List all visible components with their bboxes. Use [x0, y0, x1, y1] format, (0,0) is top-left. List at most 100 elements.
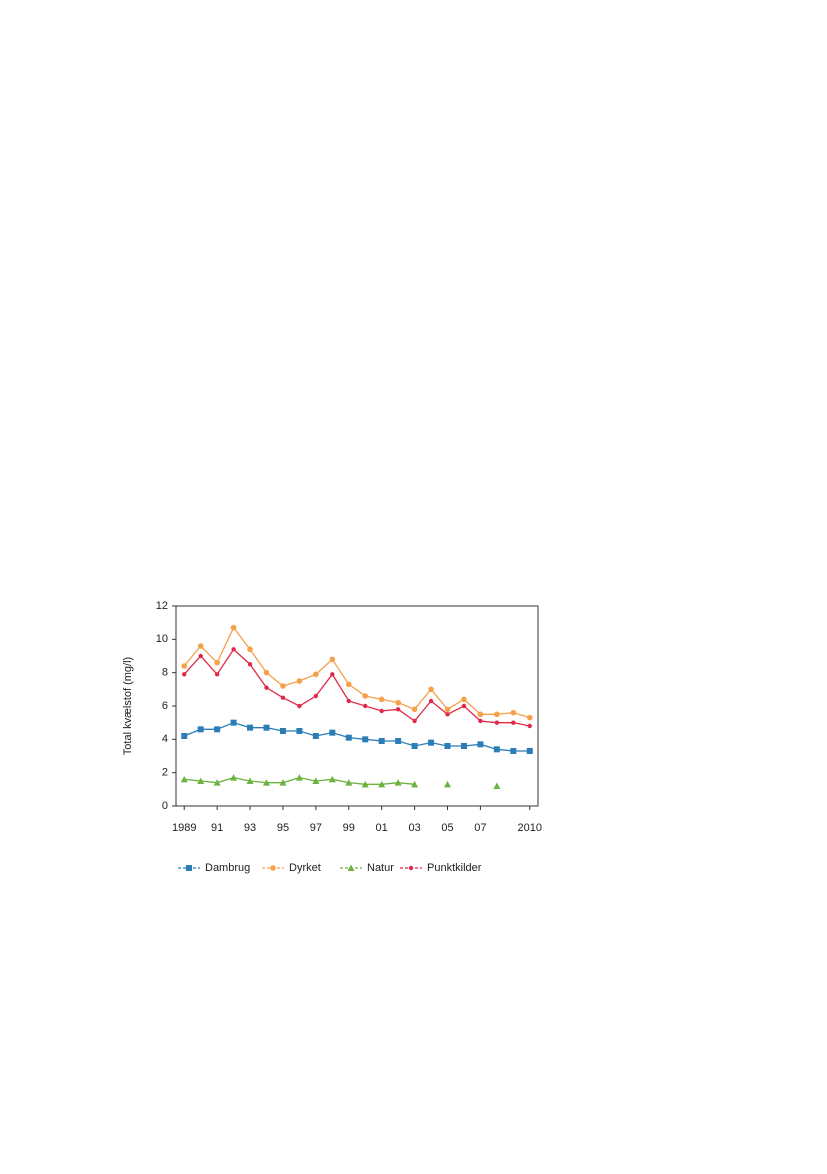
legend-label: Natur — [367, 862, 394, 874]
data-point — [428, 739, 435, 746]
data-point — [493, 782, 501, 789]
data-point — [477, 711, 484, 718]
data-point — [428, 686, 434, 693]
data-point — [428, 698, 434, 704]
legend-marker — [270, 865, 276, 871]
series-line — [183, 626, 530, 719]
data-point — [230, 719, 237, 726]
data-point — [345, 734, 352, 741]
data-point — [461, 703, 467, 709]
data-point — [214, 659, 220, 666]
data-point — [263, 669, 270, 676]
data-point — [279, 779, 287, 786]
data-point — [362, 736, 369, 743]
x-tick-label: 95 — [277, 822, 289, 834]
data-point — [526, 748, 533, 754]
legend-label: Punktkilder — [427, 862, 482, 874]
data-point — [279, 728, 286, 734]
data-point — [345, 681, 352, 688]
data-point — [329, 656, 336, 663]
data-point — [378, 738, 385, 744]
data-point — [329, 729, 336, 736]
x-tick-label: 99 — [343, 822, 355, 834]
data-point — [247, 646, 253, 653]
data-point — [247, 662, 253, 667]
data-point — [263, 779, 270, 786]
data-point — [363, 703, 368, 709]
series-line — [183, 721, 530, 752]
data-point — [296, 728, 303, 734]
y-tick-label: 12 — [156, 600, 168, 612]
y-axis-label: Total kvælstof (mg/l) — [122, 657, 134, 755]
data-point — [213, 779, 221, 786]
data-point — [263, 724, 270, 731]
data-point — [395, 738, 402, 744]
x-tick-label: 97 — [310, 822, 322, 834]
data-point — [197, 777, 205, 784]
data-point — [444, 780, 451, 788]
data-point — [246, 777, 254, 784]
data-point — [411, 743, 418, 749]
data-point — [181, 663, 188, 669]
legend-label: Dyrket — [289, 862, 321, 874]
data-point — [477, 741, 484, 748]
data-point — [198, 653, 203, 659]
data-point — [411, 706, 418, 713]
data-point — [247, 724, 254, 731]
data-point — [230, 774, 238, 781]
x-tick-label: 01 — [376, 822, 388, 834]
x-tick-label: 07 — [474, 822, 486, 834]
data-point — [478, 718, 483, 724]
data-point — [280, 695, 286, 700]
data-point — [214, 672, 220, 677]
data-point — [394, 779, 402, 786]
data-point — [312, 733, 319, 739]
data-point — [526, 714, 533, 721]
data-point — [378, 696, 385, 703]
y-tick-label: 6 — [162, 700, 168, 712]
legend-marker — [408, 865, 414, 871]
data-point — [461, 696, 467, 703]
data-point — [197, 643, 204, 649]
data-point — [295, 774, 303, 781]
data-point — [312, 777, 320, 784]
data-point — [330, 672, 335, 677]
data-point — [362, 693, 369, 699]
data-point — [527, 723, 532, 729]
data-point — [297, 703, 302, 709]
y-tick-label: 2 — [162, 767, 168, 779]
data-point — [313, 693, 319, 699]
data-point — [511, 720, 516, 725]
data-point — [395, 707, 401, 712]
data-point — [378, 780, 386, 788]
data-point — [231, 647, 236, 652]
data-point — [379, 708, 384, 714]
legend-label: Dambrug — [205, 862, 250, 874]
data-point — [264, 685, 269, 690]
data-point — [230, 624, 237, 631]
data-point — [444, 706, 451, 713]
y-tick-label: 10 — [156, 633, 168, 645]
data-point — [197, 726, 204, 733]
data-point — [280, 683, 286, 689]
data-point — [494, 720, 500, 725]
data-point — [182, 672, 187, 677]
data-point — [395, 699, 401, 706]
x-tick-label: 1989 — [172, 822, 196, 834]
x-tick-label: 93 — [244, 822, 256, 834]
data-point — [361, 780, 369, 788]
data-point — [346, 698, 351, 704]
data-point — [510, 748, 517, 754]
data-point — [412, 718, 417, 724]
data-point — [214, 726, 221, 733]
data-point — [510, 709, 517, 716]
data-point — [296, 678, 303, 684]
data-point — [181, 733, 188, 739]
y-tick-label: 8 — [162, 667, 168, 679]
x-tick-label: 91 — [211, 822, 223, 834]
x-tick-label: 03 — [408, 822, 420, 834]
data-point — [328, 775, 336, 783]
data-point — [460, 743, 467, 749]
